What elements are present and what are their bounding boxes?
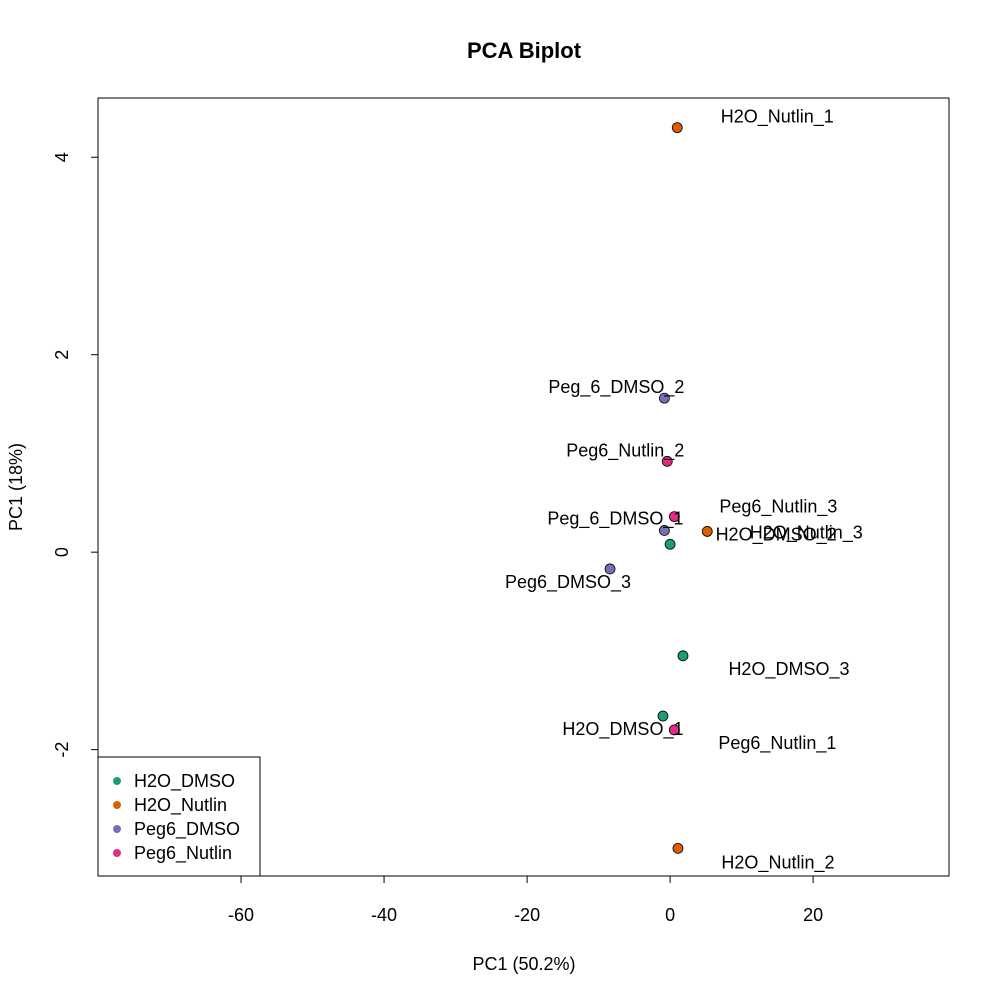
legend-label: H2O_Nutlin (134, 795, 227, 816)
point-h2o-dmso-2 (664, 538, 676, 550)
legend-marker (113, 825, 121, 833)
x-tick-label: -60 (228, 905, 254, 925)
y-tick-label: -2 (52, 742, 72, 758)
legend-marker (113, 801, 121, 809)
point-labels: H2O_Nutlin_1 Peg_6_DMSO_2 Peg6_Nutlin_2 Peg… (505, 107, 863, 874)
legend-label: H2O_DMSO (134, 771, 235, 792)
point-label: H2O_Nutlin_3 (750, 522, 863, 543)
point-label: H2O_Nutlin_2 (721, 852, 834, 873)
data-points (604, 122, 713, 854)
y-tick-label: 4 (52, 152, 72, 162)
y-tick-label: 2 (52, 350, 72, 360)
point-label: Peg_6_DMSO_2 (548, 377, 684, 398)
x-tick-label: 0 (665, 905, 675, 925)
x-axis-label: PC1 (50.2%) (472, 954, 575, 974)
point-peg6-nutlin-1 (668, 724, 680, 736)
point-label: H2O_DMSO_1 (562, 719, 683, 740)
legend: H2O_DMSO H2O_Nutlin Peg6_DMSO Peg6_Nutlin (97, 756, 261, 877)
legend-label: Peg6_DMSO (134, 819, 240, 840)
point-h2o-nutlin-2 (672, 842, 684, 854)
point-label: Peg6_DMSO_3 (505, 572, 631, 593)
point-label: Peg_6_DMSO_1 (547, 508, 683, 529)
point-label: H2O_Nutlin_1 (721, 107, 834, 128)
plot-frame (97, 97, 950, 877)
legend-marker (113, 849, 121, 857)
y-axis: -2 0 2 4 (52, 152, 98, 758)
y-axis-label: PC1 (18%) (6, 443, 26, 531)
point-label: Peg6_Nutlin_3 (719, 497, 837, 518)
point-h2o-nutlin-3 (701, 526, 713, 537)
x-tick-label: -40 (371, 905, 397, 925)
point-h2o-nutlin-1 (671, 122, 683, 134)
legend-box (97, 756, 261, 877)
point-label: Peg6_Nutlin_2 (566, 440, 684, 461)
point-peg6-nutlin-2 (661, 455, 673, 467)
legend-marker (113, 777, 121, 785)
point-label: H2O_DMSO_3 (728, 659, 849, 680)
x-tick-label: 20 (803, 905, 823, 925)
x-axis: -60 -40 -20 0 20 (228, 876, 823, 925)
legend-label: Peg6_Nutlin (134, 843, 232, 864)
point-label: Peg6_Nutlin_1 (718, 733, 836, 754)
point-peg6-dmso-3 (604, 563, 616, 575)
point-h2o-dmso-1 (657, 710, 669, 722)
point-label: H2O_DMSO_2 (716, 524, 837, 545)
x-tick-label: -20 (514, 905, 540, 925)
y-tick-label: 0 (52, 547, 72, 557)
point-peg-6-dmso-2 (658, 392, 670, 404)
point-peg-6-dmso-1 (658, 525, 670, 536)
point-peg6-nutlin-3 (668, 511, 680, 523)
chart-title: PCA Biplot (467, 38, 582, 63)
point-h2o-dmso-3 (677, 650, 689, 662)
